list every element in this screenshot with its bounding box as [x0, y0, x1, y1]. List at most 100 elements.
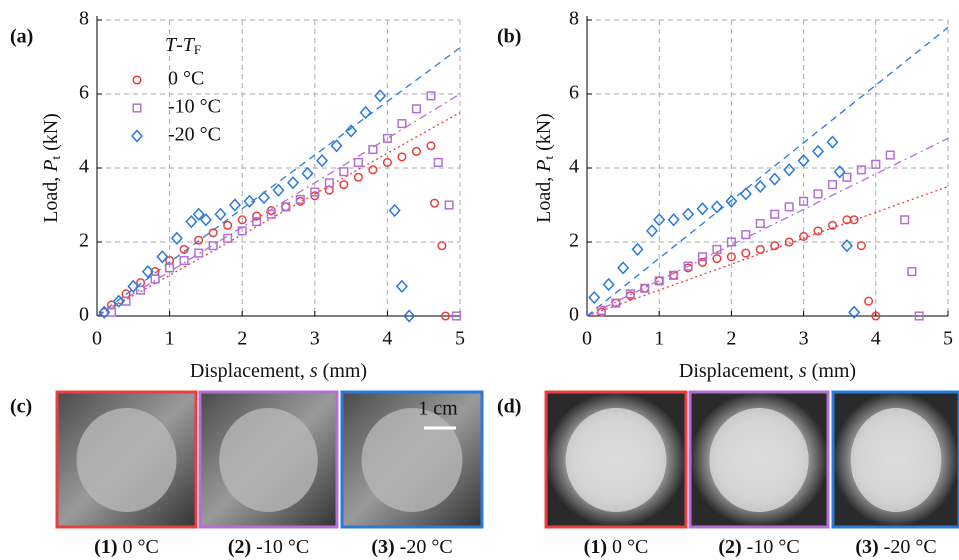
- point: [669, 270, 679, 280]
- text-part: (2): [228, 536, 251, 558]
- point: [382, 157, 392, 167]
- fit-line: [96, 93, 461, 317]
- point: [826, 135, 839, 149]
- point: [710, 200, 723, 214]
- point: [179, 244, 189, 254]
- point: [165, 263, 175, 273]
- text-part: (2): [718, 536, 741, 558]
- y-axis-label: Load, Pt (kN): [533, 113, 556, 223]
- point: [770, 241, 780, 251]
- text-part: (3): [855, 536, 878, 558]
- point: [768, 172, 781, 186]
- point: [755, 244, 765, 254]
- point: [132, 75, 142, 85]
- photo-caption: (2) -10 °C: [718, 536, 799, 558]
- point: [725, 194, 738, 208]
- photo-caption: (3) -20 °C: [371, 536, 452, 558]
- point: [411, 146, 421, 156]
- point: [266, 209, 276, 219]
- point: [726, 252, 736, 262]
- point: [625, 289, 635, 299]
- x-axis-label: Displacement, s (mm): [190, 360, 367, 382]
- point: [132, 103, 142, 113]
- point: [842, 172, 852, 182]
- text-part: Displacement,: [679, 360, 799, 382]
- point: [208, 228, 218, 238]
- x-tick-label: 0: [582, 328, 592, 350]
- x-tick-label: 2: [237, 328, 247, 350]
- point: [914, 311, 924, 321]
- point: [330, 139, 343, 153]
- point: [170, 231, 183, 245]
- point: [885, 150, 895, 160]
- point: [451, 311, 461, 321]
- y-tick-label: 6: [569, 82, 579, 104]
- x-tick-label: 2: [726, 328, 736, 350]
- point: [388, 203, 401, 218]
- x-tick-label: 1: [654, 328, 664, 350]
- text-part: (3): [371, 536, 394, 558]
- legend-label: -10 °C: [168, 96, 221, 118]
- photo-caption: (2) -10 °C: [228, 536, 309, 558]
- point: [712, 244, 722, 254]
- text-part: F: [194, 42, 201, 57]
- point: [150, 274, 160, 284]
- specimen: [361, 408, 463, 512]
- point: [345, 124, 358, 138]
- point: [437, 241, 447, 251]
- point: [426, 141, 436, 151]
- point: [112, 294, 125, 308]
- panel-label: (b): [497, 26, 521, 48]
- point: [631, 242, 644, 257]
- point: [741, 230, 751, 240]
- point: [272, 183, 285, 197]
- point: [840, 239, 853, 253]
- point: [864, 296, 874, 306]
- specimen: [565, 408, 667, 512]
- fit-line: [586, 185, 949, 317]
- point: [907, 267, 917, 277]
- point: [712, 254, 722, 264]
- x-tick-label: 4: [871, 328, 881, 350]
- point: [192, 207, 205, 221]
- point: [440, 311, 451, 321]
- point: [121, 296, 131, 306]
- point: [353, 172, 363, 182]
- point: [799, 231, 809, 241]
- point: [179, 255, 189, 266]
- point: [696, 202, 709, 216]
- point: [697, 252, 708, 262]
- point: [741, 248, 751, 258]
- point: [900, 215, 910, 225]
- point: [324, 178, 334, 188]
- point: [252, 217, 262, 227]
- point: [797, 153, 810, 168]
- text-part: s: [799, 360, 807, 382]
- point: [130, 129, 144, 143]
- x-tick-label: 4: [382, 328, 392, 350]
- point: [770, 209, 780, 219]
- point: [136, 285, 146, 295]
- point: [395, 279, 408, 294]
- point: [397, 119, 407, 129]
- point: [324, 185, 334, 195]
- legend-label: -20 °C: [168, 124, 221, 146]
- point: [223, 220, 233, 230]
- point: [653, 213, 666, 227]
- text-part: s: [310, 360, 318, 382]
- point: [237, 226, 247, 236]
- text-part: T: [165, 34, 178, 56]
- specimen: [850, 408, 942, 512]
- text-part: (1): [584, 536, 607, 558]
- scale-bar-label: 1 cm: [418, 398, 458, 420]
- text-part: (1): [94, 536, 117, 558]
- point: [214, 207, 227, 221]
- y-tick-label: 8: [79, 8, 89, 30]
- point: [257, 190, 270, 205]
- point: [784, 237, 794, 247]
- text-part: P: [40, 160, 62, 173]
- point: [339, 167, 349, 177]
- y-tick-label: 6: [79, 82, 89, 104]
- point: [849, 215, 859, 225]
- text-part: (kN): [40, 113, 62, 156]
